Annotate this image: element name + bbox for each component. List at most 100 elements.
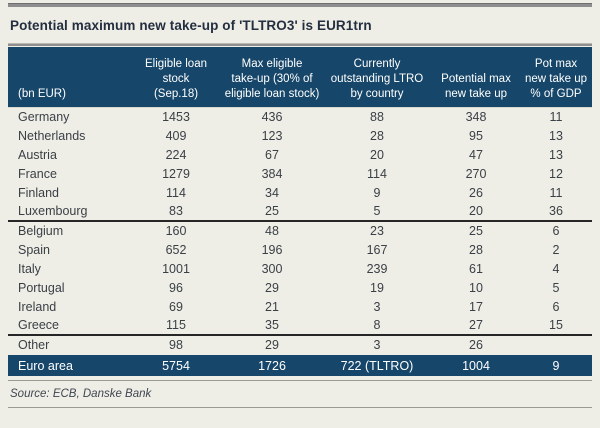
value-cell: 17: [469, 299, 483, 314]
value-cell: 48: [265, 224, 279, 238]
table-row: Germany 1453 436 88 348 11: [8, 107, 592, 126]
column-header-outstanding-ltro: Currently outstanding LTRO by country: [322, 47, 432, 107]
value-cell: 25: [469, 224, 483, 238]
value-cell: 36: [549, 204, 563, 218]
value-cell: 1453: [162, 109, 190, 124]
country-cell: Greece: [18, 318, 59, 332]
value-cell: 12: [549, 166, 563, 181]
value-cell: 67: [265, 147, 279, 162]
value-cell: 13: [549, 147, 563, 162]
bottom-rule: [8, 407, 592, 408]
value-cell: 10: [469, 280, 483, 295]
tltro-table: (bn EUR) Eligible loan stock (Sep.18) Ma…: [8, 47, 592, 376]
value-cell: [520, 335, 592, 354]
value-cell: 5754: [130, 354, 222, 376]
column-header-max-eligible-take-up: Max eligible take-up (30% of eligible lo…: [222, 47, 322, 107]
value-cell: 1004: [432, 354, 520, 376]
value-cell: 20: [370, 147, 384, 162]
table-row: Spain 652 196 167 28 2: [8, 240, 592, 259]
table-row: Netherlands 409 123 28 95 13: [8, 126, 592, 145]
column-header-pot-max-pct-gdp: Pot max new take up % of GDP: [520, 47, 592, 107]
title-divider-rule: [8, 43, 592, 46]
value-cell: 47: [469, 147, 483, 162]
value-cell: 96: [169, 280, 183, 295]
value-cell: 4: [552, 261, 560, 276]
column-header-unit: (bn EUR): [8, 47, 130, 107]
value-cell: 28: [469, 242, 483, 257]
value-cell: 9: [373, 185, 381, 200]
value-cell: 11: [549, 185, 563, 200]
value-cell: 29: [265, 280, 279, 295]
source-divider-rule: [8, 380, 592, 381]
table-row: Greece 115 35 8 27 15: [8, 316, 592, 335]
value-cell: 26: [469, 185, 483, 200]
value-cell: 27: [469, 318, 483, 332]
value-cell: 28: [370, 128, 384, 143]
value-cell: 98: [169, 337, 183, 352]
value-cell: 1001: [162, 261, 190, 276]
value-cell: 1279: [162, 166, 190, 181]
value-cell: 114: [367, 166, 387, 181]
table-body: Germany 1453 436 88 348 11 Netherlands 4…: [8, 107, 592, 376]
value-cell: 239: [366, 261, 388, 276]
value-cell: 8: [373, 318, 381, 332]
value-cell: 167: [366, 242, 388, 257]
table-header: (bn EUR) Eligible loan stock (Sep.18) Ma…: [8, 47, 592, 107]
country-cell: Portugal: [18, 280, 65, 295]
table-row: Austria 224 67 20 47 13: [8, 145, 592, 164]
table-row: Belgium 160 48 23 25 6: [8, 221, 592, 240]
value-cell: 19: [370, 280, 384, 295]
value-cell: 26: [469, 337, 483, 352]
country-cell: Netherlands: [18, 128, 86, 143]
value-cell: 384: [261, 166, 283, 181]
value-cell: 5: [373, 204, 381, 218]
value-cell: 95: [469, 128, 483, 143]
page-title: Potential maximum new take-up of 'TLTRO3…: [10, 18, 372, 33]
country-cell: Ireland: [18, 299, 57, 314]
country-cell: Other: [18, 337, 50, 352]
value-cell: 224: [165, 147, 187, 162]
value-cell: 300: [261, 261, 283, 276]
column-header-potential-max-new-take-up: Potential max new take up: [432, 47, 520, 107]
country-cell: Finland: [18, 185, 59, 200]
value-cell: 83: [169, 204, 183, 218]
column-header-eligible-loan-stock: Eligible loan stock (Sep.18): [130, 47, 222, 107]
value-cell: 11: [549, 109, 563, 124]
value-cell: 123: [261, 128, 283, 143]
country-cell: Belgium: [18, 224, 64, 238]
value-cell: 6: [552, 224, 560, 238]
value-cell: 35: [265, 318, 279, 332]
country-cell: France: [18, 166, 57, 181]
value-cell: 722 (TLTRO): [322, 354, 432, 376]
table-row: Luxembourg 83 25 5 20 36: [8, 202, 592, 221]
header-row: (bn EUR) Eligible loan stock (Sep.18) Ma…: [8, 47, 592, 107]
value-cell: 114: [166, 185, 186, 200]
value-cell: 61: [469, 261, 483, 276]
country-cell: Austria: [18, 147, 57, 162]
total-row-euro-area: Euro area 5754 1726 722 (TLTRO) 1004 9: [8, 354, 592, 376]
value-cell: 5: [552, 280, 560, 295]
top-rule: [8, 3, 592, 7]
value-cell: 13: [549, 128, 563, 143]
value-cell: 25: [265, 204, 279, 218]
country-cell: Italy: [18, 261, 41, 276]
value-cell: 348: [465, 109, 487, 124]
table-row: France 1279 384 114 270 12: [8, 164, 592, 183]
value-cell: 3: [373, 299, 381, 314]
table-row: Finland 114 34 9 26 11: [8, 183, 592, 202]
value-cell: 196: [261, 242, 283, 257]
value-cell: 21: [265, 299, 279, 314]
table-row: Other 98 29 3 26: [8, 335, 592, 354]
value-cell: 29: [265, 337, 279, 352]
table-row: Ireland 69 21 3 17 6: [8, 297, 592, 316]
value-cell: 2: [552, 242, 560, 257]
source-note: Source: ECB, Danske Bank: [10, 388, 152, 400]
country-cell: Germany: [18, 109, 70, 124]
value-cell: 88: [370, 109, 384, 124]
value-cell: 9: [520, 354, 592, 376]
value-cell: 436: [261, 109, 283, 124]
value-cell: 160: [165, 224, 187, 238]
country-cell: Euro area: [8, 354, 130, 376]
country-cell: Luxembourg: [18, 204, 88, 218]
